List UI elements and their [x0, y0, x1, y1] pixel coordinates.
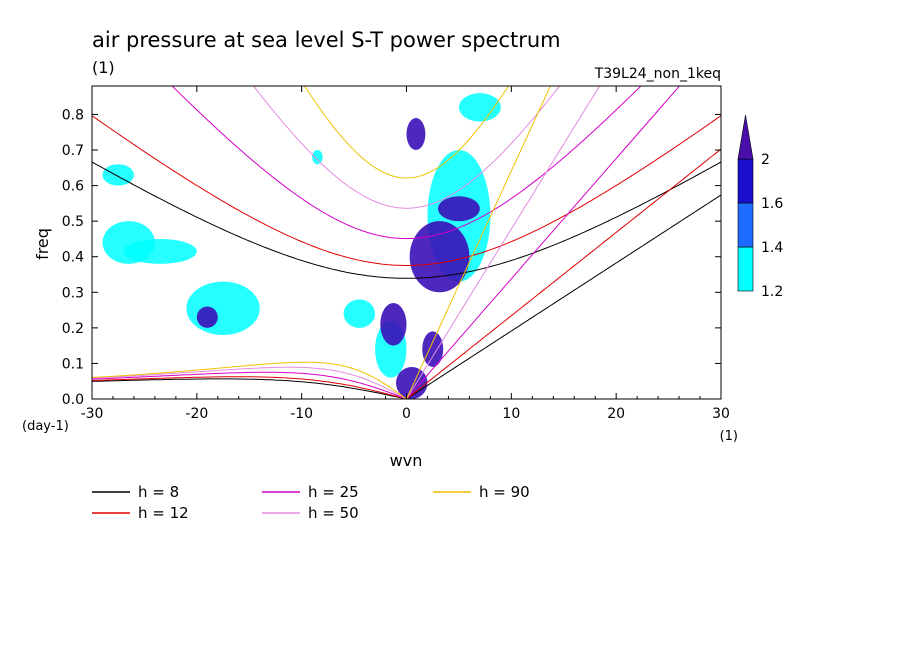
dispersion-curves	[92, 86, 721, 399]
y-tick-label: 0.6	[62, 179, 84, 195]
colorbar-segment	[737, 246, 754, 292]
colorbar-label: 1.2	[761, 284, 783, 300]
shaded-region-7	[458, 93, 501, 122]
colorbar-label: 2	[761, 152, 770, 168]
y-tick-label: 0.2	[62, 321, 84, 337]
y-axis-label: freq	[33, 228, 52, 260]
shaded-contours	[102, 93, 501, 399]
curve-kelvin-0	[406, 194, 721, 399]
legend-label: h = 12	[138, 504, 189, 522]
chart-subtitle-unit: (1)	[92, 58, 115, 77]
y-tick-label: 0.1	[62, 356, 84, 372]
curve-rossby-1	[92, 376, 407, 399]
x-unit-label: (1)	[720, 429, 738, 444]
shaded-region-13	[380, 302, 407, 346]
curve-rossby-3	[92, 366, 407, 399]
colorbar: 1.2 1.4 1.6 2	[737, 114, 783, 300]
y-unit-label: (day-1)	[22, 419, 69, 434]
x-tick-label: -20	[185, 406, 208, 422]
legend-label: h = 25	[308, 483, 359, 501]
curve-ig-0	[92, 161, 721, 279]
curve-kelvin-1	[406, 148, 721, 399]
curve-rossby-4	[92, 361, 407, 399]
legend: h = 8 h = 12 h = 25 h = 50 h = 90	[92, 483, 530, 522]
curve-ig-3	[252, 86, 561, 209]
plot-frame	[91, 85, 722, 400]
legend-label: h = 90	[479, 483, 530, 501]
colorbar-label: 1.4	[761, 240, 783, 256]
curve-kelvin-4	[406, 86, 551, 399]
colorbar-arrow	[737, 114, 754, 160]
legend-label: h = 50	[308, 504, 359, 522]
shaded-region-9	[196, 306, 218, 328]
legend-label: h = 8	[138, 483, 179, 501]
y-tick-label: 0.3	[62, 285, 84, 301]
colorbar-segment	[737, 202, 754, 248]
curve-rossby-0	[92, 378, 407, 399]
curve-kelvin-2	[406, 86, 681, 399]
y-tick-label: 0.0	[62, 392, 84, 408]
experiment-label: T39L24_non_1keq	[594, 66, 721, 82]
axes: -30 -20 -10 0 10 20 30 0.0 0.1 0.2 0.3 0.4 0.5 0.6 0.7…	[62, 86, 730, 422]
shaded-region-8	[312, 150, 323, 165]
y-tick-label: 0.5	[62, 214, 84, 230]
colorbar-label: 1.6	[761, 196, 783, 212]
colorbar-segment	[737, 158, 754, 204]
y-tick-label: 0.7	[62, 143, 84, 159]
chart-title: air pressure at sea level S-T power spec…	[92, 28, 561, 52]
shaded-region-4	[343, 299, 376, 328]
curve-ig-1	[92, 115, 721, 266]
shaded-region-12	[437, 196, 480, 222]
x-tick-label: 20	[607, 406, 625, 422]
y-tick-label: 0.4	[62, 250, 84, 266]
x-tick-label: -10	[290, 406, 313, 422]
curve-kelvin-3	[406, 86, 601, 399]
shaded-region-10	[406, 118, 426, 151]
x-tick-label: 30	[712, 406, 730, 422]
x-axis-label: wvn	[390, 451, 423, 470]
x-tick-label: -30	[81, 406, 104, 422]
shaded-region-15	[422, 331, 444, 367]
shaded-region-1	[123, 238, 197, 264]
shaded-region-2	[186, 281, 260, 335]
curve-rossby-2	[92, 371, 407, 399]
curve-ig-2	[171, 86, 642, 240]
x-tick-label: 0	[402, 406, 411, 422]
curve-ig-4	[304, 86, 509, 179]
y-tick-label: 0.8	[62, 107, 84, 123]
x-tick-label: 10	[502, 406, 520, 422]
